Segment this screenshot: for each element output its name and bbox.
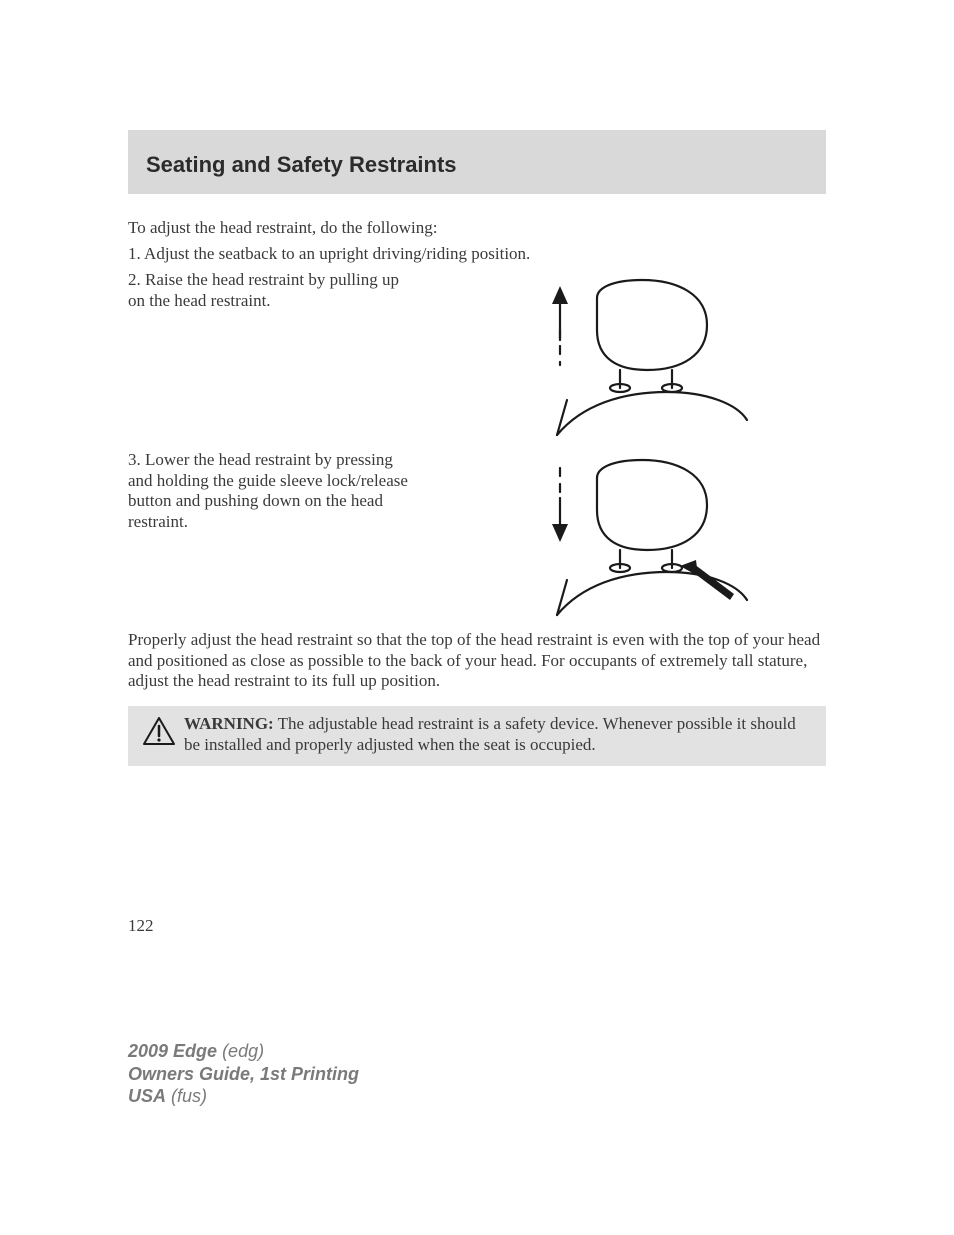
warning-triangle-icon: [142, 716, 176, 752]
step-2-text: 2. Raise the head restraint by pulling u…: [128, 270, 413, 311]
warning-body: The adjustable head restraint is a safet…: [184, 714, 796, 754]
raise-headrest-diagram: [437, 270, 826, 440]
section-title: Seating and Safety Restraints: [146, 152, 808, 178]
section-header: Seating and Safety Restraints: [128, 130, 826, 194]
step-2-row: 2. Raise the head restraint by pulling u…: [128, 270, 826, 440]
step-1: 1. Adjust the seatback to an upright dri…: [128, 244, 826, 264]
footer-line-2: Owners Guide, 1st Printing: [128, 1063, 359, 1086]
warning-box: WARNING: The adjustable head restraint i…: [128, 706, 826, 765]
warning-label: WARNING:: [184, 714, 274, 733]
page-number: 122: [128, 916, 154, 936]
step-3-text: 3. Lower the head restraint by pressing …: [128, 450, 413, 533]
intro-text: To adjust the head restraint, do the fol…: [128, 218, 826, 238]
adjust-paragraph: Properly adjust the head restraint so th…: [128, 630, 826, 692]
step-3-row: 3. Lower the head restraint by pressing …: [128, 450, 826, 620]
warning-text: WARNING: The adjustable head restraint i…: [184, 714, 796, 754]
footer-line-1: 2009 Edge (edg): [128, 1040, 359, 1063]
footer-line-3: USA (fus): [128, 1085, 359, 1108]
lower-headrest-diagram: [437, 450, 826, 620]
footer-block: 2009 Edge (edg) Owners Guide, 1st Printi…: [128, 1040, 359, 1108]
